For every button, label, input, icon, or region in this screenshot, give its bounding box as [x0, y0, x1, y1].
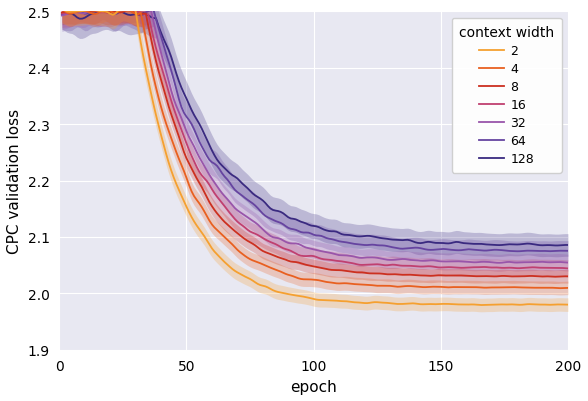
X-axis label: epoch: epoch [290, 379, 337, 394]
Y-axis label: CPC validation loss: CPC validation loss [7, 109, 22, 253]
Legend: 2, 4, 8, 16, 32, 64, 128: 2, 4, 8, 16, 32, 64, 128 [452, 19, 562, 173]
